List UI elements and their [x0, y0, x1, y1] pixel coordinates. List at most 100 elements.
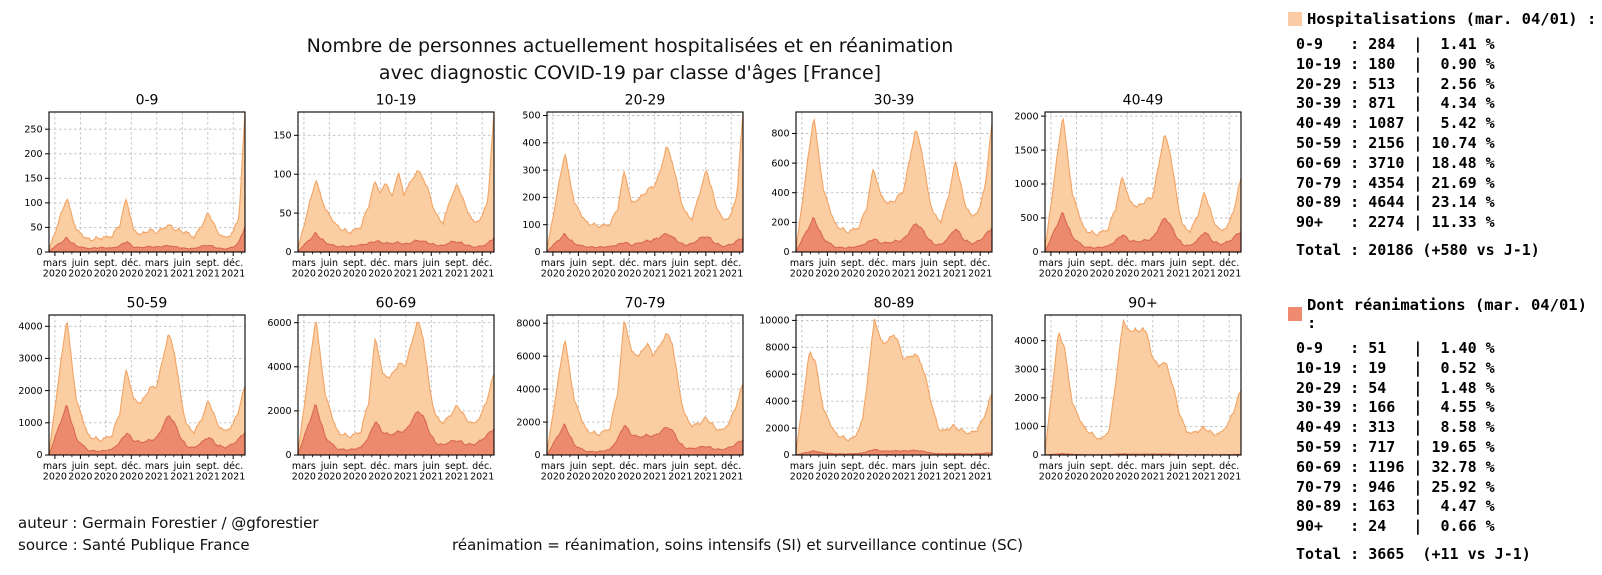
- svg-text:2021: 2021: [1166, 269, 1190, 280]
- svg-text:100: 100: [273, 169, 291, 180]
- svg-text:2020: 2020: [1090, 472, 1114, 483]
- svg-text:2020: 2020: [841, 472, 865, 483]
- svg-text:2020: 2020: [292, 269, 316, 280]
- author-credit: auteur : Germain Forestier / @gforestier: [18, 514, 319, 532]
- stat-row-70-79: 70-79 : 946 | 25.92 %: [1296, 477, 1495, 496]
- svg-text:0: 0: [36, 450, 42, 461]
- svg-text:2020: 2020: [566, 269, 590, 280]
- svg-text:6000: 6000: [765, 369, 789, 380]
- reanimations-panel: Dont réanimations (mar. 04/01) : 0-9 : 5…: [1262, 296, 1602, 563]
- subplot-title: 50-59: [127, 296, 168, 312]
- svg-text:0: 0: [534, 247, 540, 258]
- svg-text:0: 0: [534, 450, 540, 461]
- svg-text:2021: 2021: [470, 269, 494, 280]
- stat-row-90+: 90+ : 24 | 0.66 %: [1296, 517, 1495, 536]
- svg-text:3000: 3000: [1014, 365, 1038, 376]
- svg-text:0: 0: [1032, 247, 1038, 258]
- stat-row-80-89: 80-89 : 163 | 4.47 %: [1296, 497, 1495, 516]
- svg-text:500: 500: [1020, 213, 1038, 224]
- stat-row-0-9: 0-9 : 51 | 1.40 %: [1296, 339, 1495, 357]
- hospitalisations-panel-header: Hospitalisations (mar. 04/01) :: [1288, 10, 1602, 28]
- subplot-title: 70-79: [625, 296, 666, 312]
- subplot-title: 0-9: [136, 93, 159, 109]
- svg-text:2020: 2020: [317, 472, 341, 483]
- svg-text:juin: juin: [1169, 461, 1187, 472]
- svg-text:déc.: déc.: [223, 258, 243, 269]
- svg-text:400: 400: [522, 138, 540, 149]
- svg-text:déc.: déc.: [970, 461, 990, 472]
- subplot-10-19: 050100150mars2020juin2020sept.2020déc.20…: [273, 93, 495, 280]
- svg-text:100: 100: [522, 220, 540, 231]
- svg-text:1500: 1500: [1014, 145, 1038, 156]
- svg-text:sept.: sept.: [1192, 258, 1216, 269]
- svg-text:200: 200: [24, 149, 42, 160]
- stat-row-50-59: 50-59 : 717 | 19.65 %: [1296, 437, 1495, 456]
- svg-text:0: 0: [36, 247, 42, 258]
- svg-text:2020: 2020: [592, 269, 616, 280]
- svg-text:déc.: déc.: [619, 258, 639, 269]
- svg-text:2020: 2020: [1064, 269, 1088, 280]
- svg-text:200: 200: [522, 193, 540, 204]
- svg-text:2020: 2020: [541, 269, 565, 280]
- charts-grid: 0 50 100 150 200 250 mars 2020 juin 2020 sept. 2020…: [8, 90, 1253, 496]
- svg-text:2021: 2021: [221, 269, 245, 280]
- svg-text:2021: 2021: [643, 472, 667, 483]
- svg-text:300: 300: [522, 165, 540, 176]
- svg-text:déc.: déc.: [1117, 461, 1137, 472]
- svg-text:2020: 2020: [43, 269, 67, 280]
- svg-text:2020: 2020: [368, 269, 392, 280]
- svg-text:1000: 1000: [1014, 422, 1038, 433]
- svg-text:mars: mars: [292, 461, 316, 472]
- svg-text:sept.: sept.: [445, 258, 469, 269]
- svg-text:800: 800: [771, 129, 789, 140]
- svg-text:déc.: déc.: [619, 461, 639, 472]
- svg-text:2020: 2020: [790, 269, 814, 280]
- svg-text:2021: 2021: [668, 269, 692, 280]
- figure-title: Nombre de personnes actuellement hospita…: [0, 33, 1260, 87]
- hospitalisations-panel-title: Hospitalisations (mar. 04/01) :: [1307, 10, 1597, 28]
- svg-text:sept.: sept.: [343, 258, 367, 269]
- reanimations-rows: 0-9 : 51 | 1.40 % 10-19 : 19 | 0.52 % 20-2…: [1296, 339, 1602, 537]
- hospitalisations-rows: 0-9 : 284 | 1.41 % 10-19 : 180 | 0.90 % 20…: [1296, 35, 1602, 233]
- svg-text:juin: juin: [173, 461, 191, 472]
- subplot-20-29: 0100200300400500mars2020juin2020sept.202…: [522, 93, 744, 280]
- svg-text:2021: 2021: [943, 269, 967, 280]
- svg-text:8000: 8000: [765, 343, 789, 354]
- svg-text:2020: 2020: [1039, 269, 1063, 280]
- svg-text:2020: 2020: [1039, 472, 1063, 483]
- svg-text:mars: mars: [643, 258, 667, 269]
- svg-text:8000: 8000: [516, 318, 540, 329]
- stat-row-90+: 90+ : 2274 | 11.33 %: [1296, 213, 1495, 232]
- svg-text:mars: mars: [145, 258, 169, 269]
- svg-text:2021: 2021: [968, 472, 992, 483]
- svg-text:2021: 2021: [1141, 472, 1165, 483]
- svg-text:sept.: sept.: [343, 461, 367, 472]
- svg-text:2000: 2000: [765, 423, 789, 434]
- svg-text:juin: juin: [1169, 258, 1187, 269]
- reanimations-total: Total : 3665 (+11 vs J-1): [1296, 544, 1531, 563]
- svg-text:mars: mars: [1039, 258, 1063, 269]
- svg-text:juin: juin: [920, 461, 938, 472]
- svg-text:0: 0: [783, 247, 789, 258]
- svg-text:2020: 2020: [1115, 269, 1139, 280]
- reanimation-note: réanimation = réanimation, soins intensi…: [452, 536, 1023, 554]
- reanimations-panel-header: Dont réanimations (mar. 04/01) :: [1288, 296, 1602, 332]
- svg-text:10000: 10000: [759, 316, 789, 327]
- svg-text:mars: mars: [892, 461, 916, 472]
- svg-text:2021: 2021: [719, 269, 743, 280]
- svg-text:2021: 2021: [719, 472, 743, 483]
- source-credit: source : Santé Publique France: [18, 536, 250, 554]
- svg-text:2000: 2000: [267, 406, 291, 417]
- svg-text:2021: 2021: [145, 472, 169, 483]
- svg-text:mars: mars: [541, 258, 565, 269]
- svg-text:sept.: sept.: [94, 258, 118, 269]
- svg-text:déc.: déc.: [370, 258, 390, 269]
- svg-text:mars: mars: [394, 258, 418, 269]
- svg-text:2021: 2021: [643, 269, 667, 280]
- svg-text:2020: 2020: [94, 269, 118, 280]
- stat-row-20-29: 20-29 : 54 | 1.48 %: [1296, 378, 1495, 397]
- svg-text:2000: 2000: [1014, 111, 1038, 122]
- svg-text:2021: 2021: [196, 269, 220, 280]
- svg-text:sept.: sept.: [841, 461, 865, 472]
- stat-row-60-69: 60-69 : 1196 | 32.78 %: [1296, 457, 1495, 476]
